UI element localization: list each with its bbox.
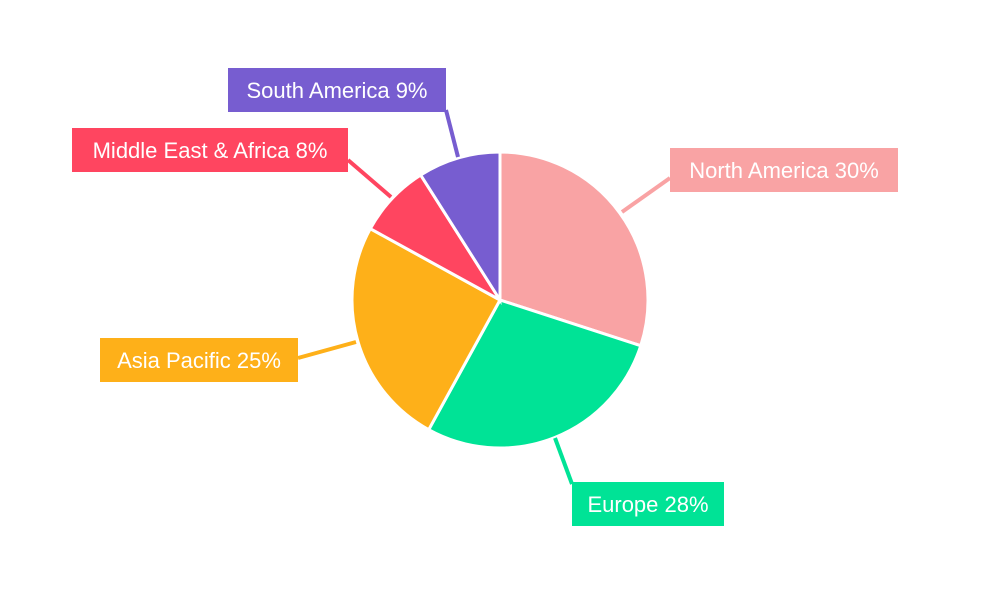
leader-line-south-america	[444, 109, 460, 158]
pie-slice-north-america[interactable]	[498, 150, 650, 348]
data-label-asia-pacific: Asia Pacific 25%	[117, 348, 281, 373]
data-label-box-europe	[572, 482, 724, 526]
data-label-south-america: South America 9%	[247, 78, 428, 103]
data-label-box-south-america	[228, 68, 446, 112]
leader-line-asia-pacific	[297, 340, 357, 360]
leader-line-north-america	[620, 176, 672, 214]
pie-slice-europe[interactable]	[426, 298, 643, 450]
data-label-europe: Europe 28%	[587, 492, 708, 517]
leader-line-europe	[553, 437, 574, 485]
pie-slice-south-america[interactable]	[418, 150, 502, 306]
data-label-north-america: North America 30%	[689, 158, 879, 183]
data-label-box-asia-pacific	[100, 338, 298, 382]
leader-line-middle-east-africa	[346, 158, 393, 199]
data-label-box-north-america	[670, 148, 898, 192]
pie-slice-asia-pacific[interactable]	[350, 226, 503, 432]
data-label-middle-east-africa: Middle East & Africa 8%	[93, 138, 328, 163]
data-label-box-middle-east-africa	[72, 128, 348, 172]
